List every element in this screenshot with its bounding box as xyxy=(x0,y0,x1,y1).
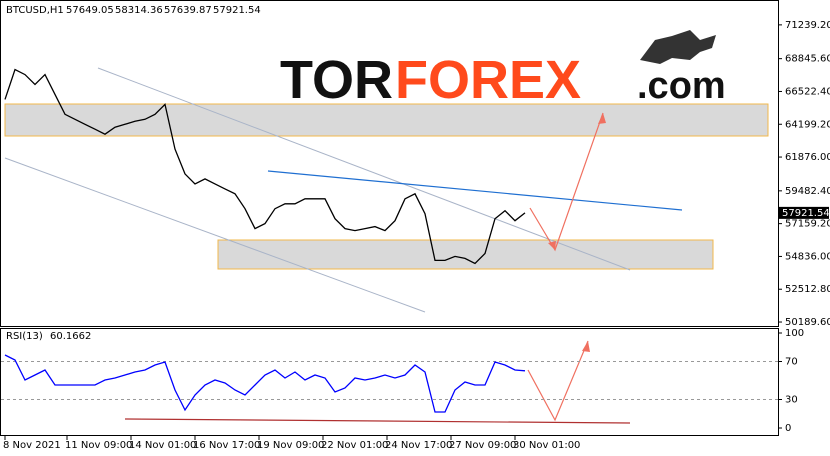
rsi-value: 60.1662 xyxy=(50,331,91,342)
x-tick-label: 19 Nov 09:00 xyxy=(257,440,324,451)
logo-text: FOREX xyxy=(395,50,581,110)
y-tick-label: 61876.00 xyxy=(785,152,830,163)
y-tick-label: 54836.00 xyxy=(785,251,830,262)
price-line xyxy=(4,68,526,265)
close: 57921.54 xyxy=(213,5,261,16)
channel-line xyxy=(4,157,426,313)
trend-line xyxy=(267,170,683,211)
x-tick-label: 30 Nov 01:00 xyxy=(513,440,580,451)
x-tick-label: 24 Nov 17:00 xyxy=(385,440,452,451)
logo-bull xyxy=(640,30,716,64)
support-zone xyxy=(217,239,714,270)
y-tick-label: 100 xyxy=(785,328,804,339)
low: 57639.87 xyxy=(164,5,212,16)
y-tick-label: 0 xyxy=(785,423,791,434)
arrow-head xyxy=(548,241,556,250)
resistance-zone xyxy=(4,103,769,137)
y-tick-label: 59482.40 xyxy=(785,186,830,197)
x-tick-label: 27 Nov 09:00 xyxy=(449,440,516,451)
x-tick-label: 16 Nov 17:00 xyxy=(193,440,260,451)
rsi-pane xyxy=(0,328,779,436)
channel-line xyxy=(97,67,631,271)
y-tick-label: 57159.20 xyxy=(785,219,830,230)
symbol: BTCUSD,H1 xyxy=(6,5,64,16)
x-tick-label: 8 Nov 2021 xyxy=(3,440,61,451)
y-tick-label: 50189.60 xyxy=(785,317,830,328)
y-tick-label: 66522.40 xyxy=(785,86,830,97)
y-tick-label: 70 xyxy=(785,357,798,368)
y-tick-label: 71239.20 xyxy=(785,20,830,31)
x-tick-label: 11 Nov 09:00 xyxy=(65,440,132,451)
price-label-box xyxy=(779,206,829,219)
open: 57649.05 xyxy=(66,5,114,16)
y-tick-label: 30 xyxy=(785,395,798,406)
rsi-line xyxy=(4,354,526,413)
rsi-support-line xyxy=(124,418,631,424)
logo-text: .com xyxy=(637,65,726,107)
current-price: 57921.54 xyxy=(782,208,830,219)
x-tick-label: 14 Nov 01:00 xyxy=(129,440,196,451)
x-tick-label: 22 Nov 01:00 xyxy=(321,440,388,451)
logo-text: TOR xyxy=(280,50,393,110)
arrow-head xyxy=(598,113,606,124)
y-tick-label: 52512.80 xyxy=(785,284,830,295)
high: 58314.36 xyxy=(115,5,163,16)
arrow-head xyxy=(582,341,590,352)
rsi-forecast-arrow xyxy=(527,340,589,422)
y-tick-label: 68845.60 xyxy=(785,54,830,65)
y-tick-label: 64199.20 xyxy=(785,119,830,130)
rsi-name: RSI(13) xyxy=(6,331,43,342)
